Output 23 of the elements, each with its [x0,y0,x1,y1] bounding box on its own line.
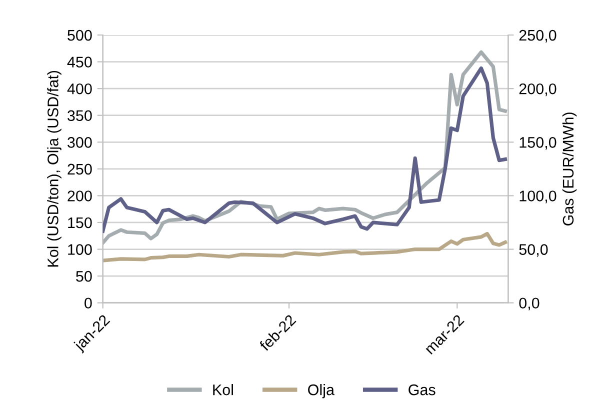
legend-label: Gas [408,384,436,396]
line-series [102,232,507,262]
y-tick-label: 250 [68,164,92,175]
y2-tick-label: 200,0 [519,83,556,96]
y2-tick-label: 100,0 [520,190,556,204]
y-tick-label: 400 [67,83,92,94]
y2-tick-label: 250,0 [519,30,556,43]
y-tick-label: 200 [68,190,92,202]
y2-tick-label: 150,0 [520,137,556,150]
y-tick-label: 500 [68,30,92,41]
y-tick-label: 300 [68,137,92,148]
legend-label: Olja [308,384,335,398]
y-tick-label: 350 [68,110,92,122]
y-tick-label: 150 [68,217,92,228]
y-tick-label: 0 [84,298,92,309]
y-tick-label: 100 [68,244,92,255]
y-tick-label: 50 [76,270,92,282]
y2-axis-title: Gas (EUR/MWh) [562,112,577,226]
y2-tick-label: 0,0 [519,298,540,310]
y-axis-title: Kol (USD/ton), Olja (USD/fat) [47,70,62,267]
y-tick-label: 450 [67,56,92,68]
y2-tick-label: 50,0 [519,244,548,257]
legend-label: Kol [213,384,233,396]
